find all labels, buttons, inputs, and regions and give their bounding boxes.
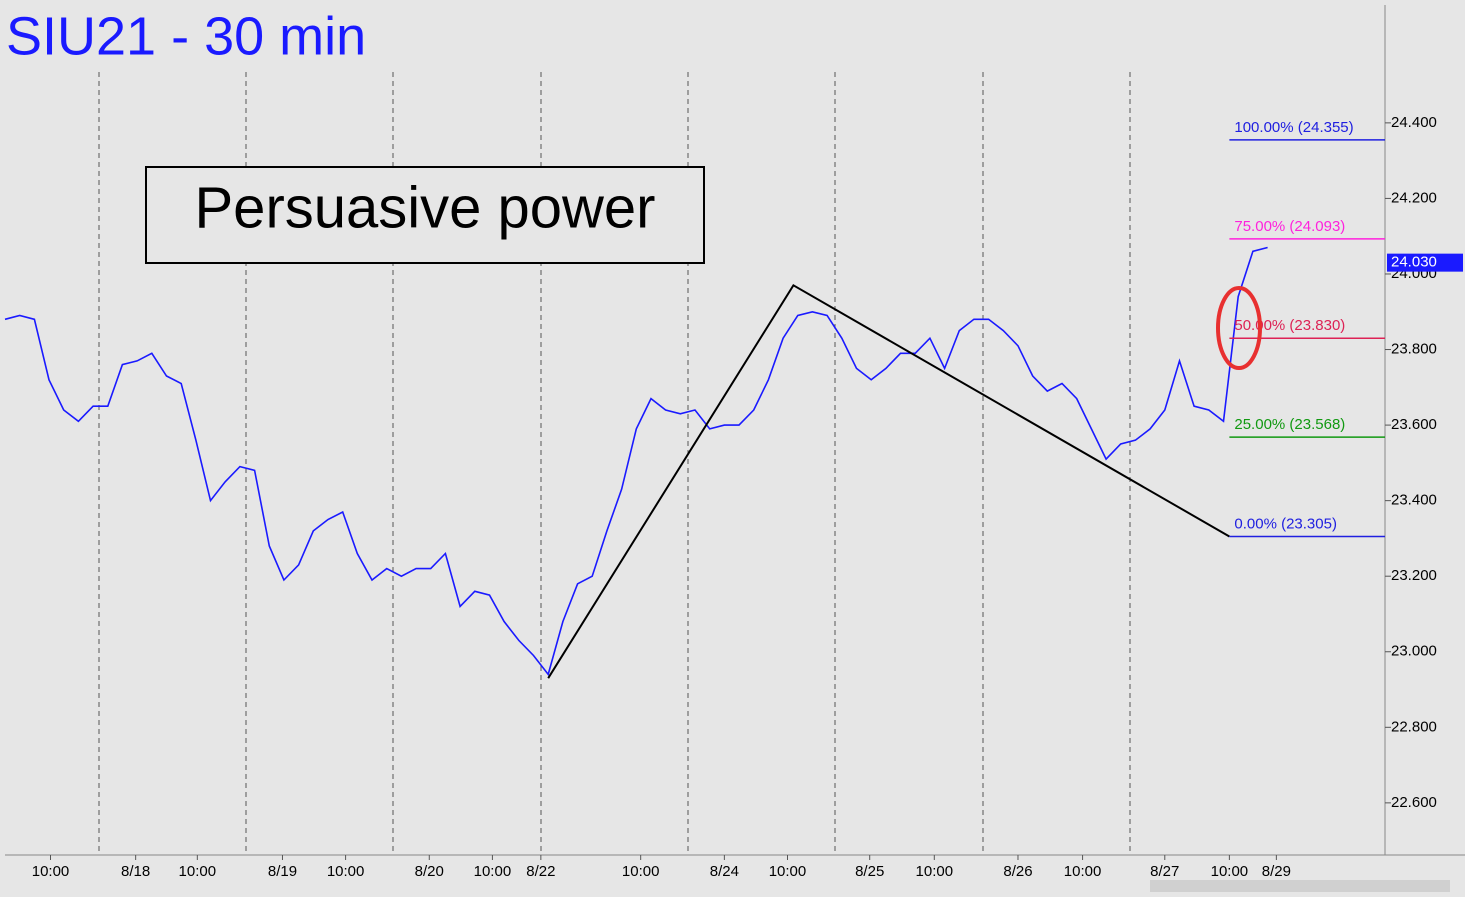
y-tick-label: 22.600 (1391, 794, 1437, 811)
x-tick-label: 8/27 (1150, 863, 1179, 880)
x-tick-label: 10:00 (32, 863, 70, 880)
price-line (4, 246, 1268, 677)
plot: 24.40024.20024.00023.80023.60023.40023.2… (4, 114, 1463, 880)
x-tick-label: 8/29 (1262, 863, 1291, 880)
x-tick-label: 10:00 (769, 863, 807, 880)
last-price-label: 24.030 (1391, 254, 1437, 271)
x-tick-label: 8/25 (855, 863, 884, 880)
highlight-ellipse (1216, 286, 1262, 370)
x-tick-label: 8/18 (121, 863, 150, 880)
y-tick-label: 22.800 (1391, 718, 1437, 735)
x-tick-label: 8/20 (415, 863, 444, 880)
scrollbar (1150, 880, 1450, 892)
y-tick-label: 23.000 (1391, 643, 1437, 660)
y-tick-label: 23.800 (1391, 341, 1437, 358)
fib-label: 25.00% (23.568) (1234, 416, 1345, 433)
x-tick-label: 10:00 (179, 863, 217, 880)
x-tick-label: 10:00 (622, 863, 660, 880)
x-tick-label: 10:00 (916, 863, 954, 880)
y-tick-label: 23.600 (1391, 416, 1437, 433)
x-tick-label: 10:00 (474, 863, 512, 880)
x-tick-label: 10:00 (1211, 863, 1249, 880)
y-tick-label: 23.200 (1391, 567, 1437, 584)
fib-label: 50.00% (23.830) (1234, 317, 1345, 334)
pattern-line (547, 283, 1230, 679)
fib-label: 100.00% (24.355) (1234, 119, 1353, 136)
y-tick-label: 24.400 (1391, 114, 1437, 131)
y-tick-label: 24.200 (1391, 189, 1437, 206)
annotation-box (145, 166, 705, 264)
x-tick-label: 10:00 (1064, 863, 1102, 880)
x-tick-label: 8/22 (526, 863, 555, 880)
last-price-box (1387, 253, 1463, 272)
x-tick-label: 8/26 (1003, 863, 1032, 880)
annotation: Persuasive power (195, 175, 656, 240)
fib-label: 0.00% (23.305) (1234, 516, 1337, 533)
x-tick-label: 10:00 (327, 863, 365, 880)
fib-label: 75.00% (24.093) (1234, 218, 1345, 235)
x-tick-label: 8/19 (268, 863, 297, 880)
chart-title: SIU21 - 30 min (6, 6, 366, 66)
x-tick-label: 8/24 (710, 863, 739, 880)
y-tick-label: 23.400 (1391, 492, 1437, 509)
